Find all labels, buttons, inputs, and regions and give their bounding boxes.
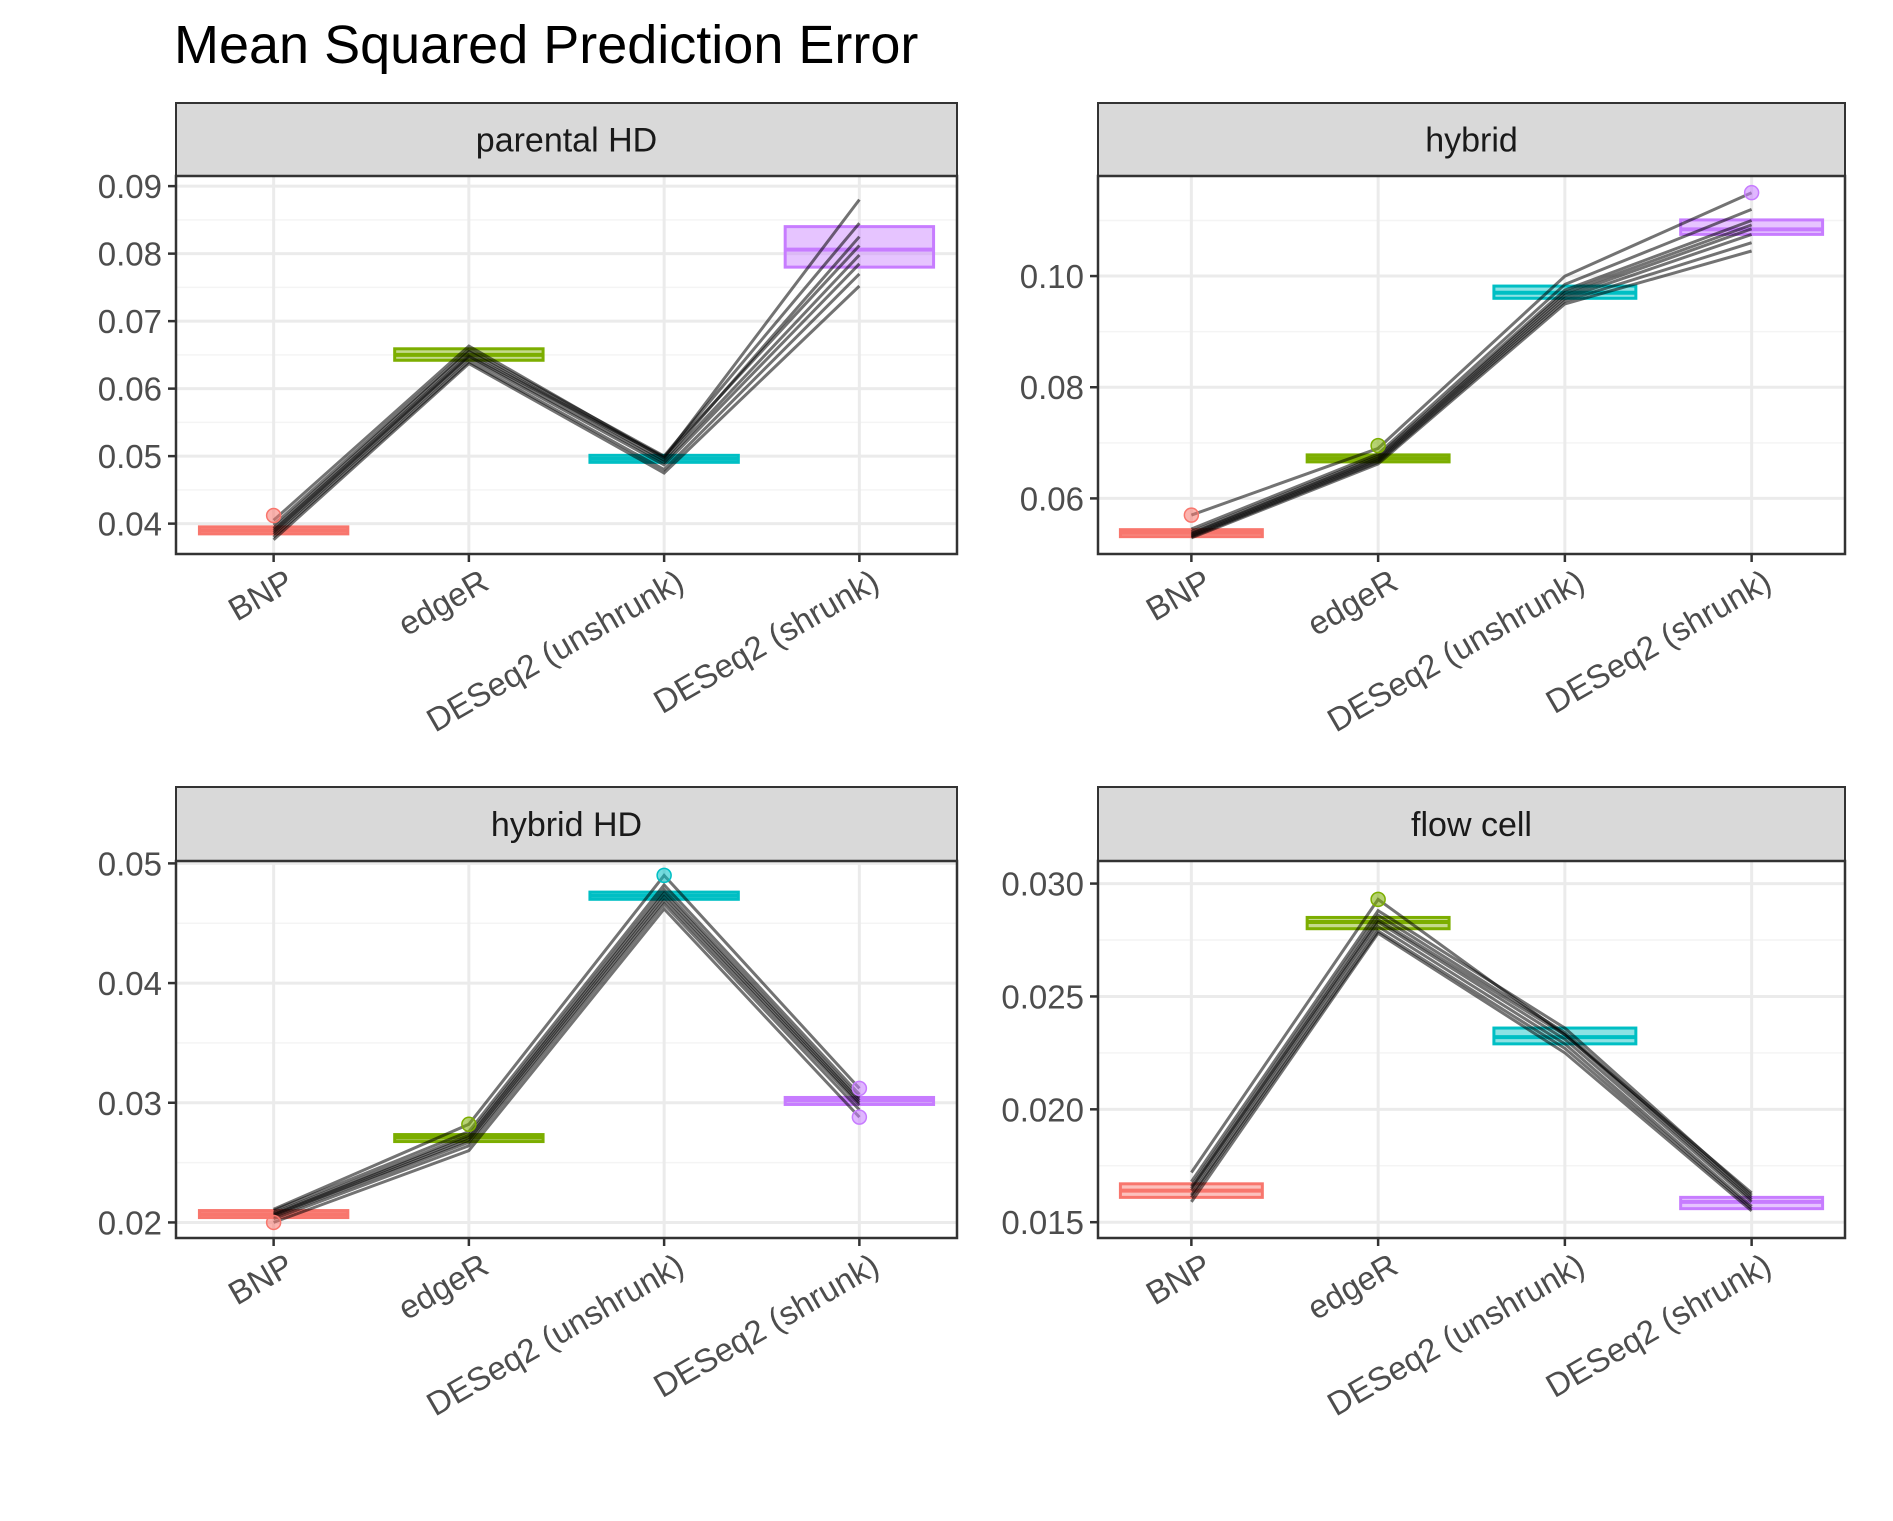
x-tick-label: BNP	[222, 1246, 299, 1312]
y-tick-label: 0.08	[1020, 369, 1084, 406]
outlier-point	[851, 1080, 868, 1097]
series-line	[272, 284, 861, 541]
series-line	[1190, 913, 1753, 1199]
y-tick-label: 0.030	[1001, 866, 1084, 903]
x-tick-label: BNP	[1140, 562, 1217, 628]
x-tick-label: edgeR	[1301, 562, 1404, 643]
series-line	[1190, 191, 1753, 517]
series-line	[273, 887, 861, 1215]
series-line	[273, 894, 861, 1217]
y-tick-label: 0.06	[1020, 480, 1084, 517]
series-line	[1190, 249, 1753, 540]
chart-title: Mean Squared Prediction Error	[174, 15, 919, 75]
plot-background	[176, 861, 957, 1238]
facet-strip	[1097, 786, 1846, 862]
y-tick-label: 0.03	[98, 1085, 162, 1122]
panel-border	[1096, 174, 1847, 556]
x-tick-label: edgeR	[1301, 1246, 1404, 1327]
series-line	[272, 222, 861, 527]
facet-label: hybrid	[1425, 122, 1518, 160]
y-tick-label: 0.015	[1001, 1204, 1084, 1241]
x-tick-label: edgeR	[392, 1246, 495, 1327]
outlier-point	[1183, 507, 1200, 523]
series-line	[273, 882, 861, 1212]
outlier-point	[1370, 891, 1386, 908]
outlier-point	[265, 507, 282, 524]
series-line	[272, 262, 861, 536]
facet-label: parental HD	[476, 122, 657, 160]
series-line	[273, 873, 861, 1211]
panel-0: parental HD 0.04 0.05 0.06 0.07 0.08 0.09 BNP ed…	[98, 102, 959, 739]
y-tick-label: 0.08	[98, 236, 162, 273]
series-line	[1190, 919, 1753, 1204]
outlier-point	[461, 1116, 477, 1133]
y-tick-label: 0.10	[1020, 258, 1084, 295]
series-line	[1190, 208, 1753, 531]
facet-label: flow cell	[1411, 806, 1532, 844]
series-line	[273, 906, 861, 1224]
outlier-point	[265, 1214, 282, 1231]
y-tick-label: 0.05	[98, 438, 162, 475]
x-tick-label: edgeR	[392, 562, 495, 643]
facet-strip	[175, 786, 958, 862]
series-line	[1190, 924, 1753, 1208]
panel-border	[1096, 859, 1847, 1240]
y-tick-label: 0.025	[1001, 978, 1084, 1015]
series-line	[273, 901, 861, 1221]
y-tick-label: 0.07	[98, 303, 162, 340]
series-line	[1190, 928, 1753, 1210]
outlier-point	[851, 1109, 868, 1125]
x-tick-label: BNP	[1140, 1246, 1217, 1312]
series-line	[273, 891, 861, 1216]
series-line	[272, 253, 861, 534]
series-line	[272, 272, 861, 539]
facet-label: hybrid HD	[491, 806, 642, 844]
outlier-point	[656, 867, 672, 884]
panel-border	[174, 859, 959, 1240]
panel-border	[174, 174, 959, 556]
outlier-point	[1370, 437, 1386, 454]
y-tick-label: 0.020	[1001, 1091, 1084, 1128]
y-tick-label: 0.04	[98, 506, 162, 543]
outlier-point	[1743, 184, 1760, 201]
series-line	[1190, 908, 1753, 1197]
series-line	[1190, 931, 1753, 1213]
facet-strip	[175, 102, 958, 177]
y-tick-label: 0.09	[98, 168, 162, 205]
y-tick-label: 0.06	[98, 371, 162, 408]
y-tick-label: 0.04	[98, 965, 162, 1002]
series-line	[273, 898, 861, 1218]
y-tick-label: 0.02	[98, 1204, 162, 1241]
x-tick-label: BNP	[222, 562, 299, 628]
y-tick-label: 0.05	[98, 845, 162, 882]
